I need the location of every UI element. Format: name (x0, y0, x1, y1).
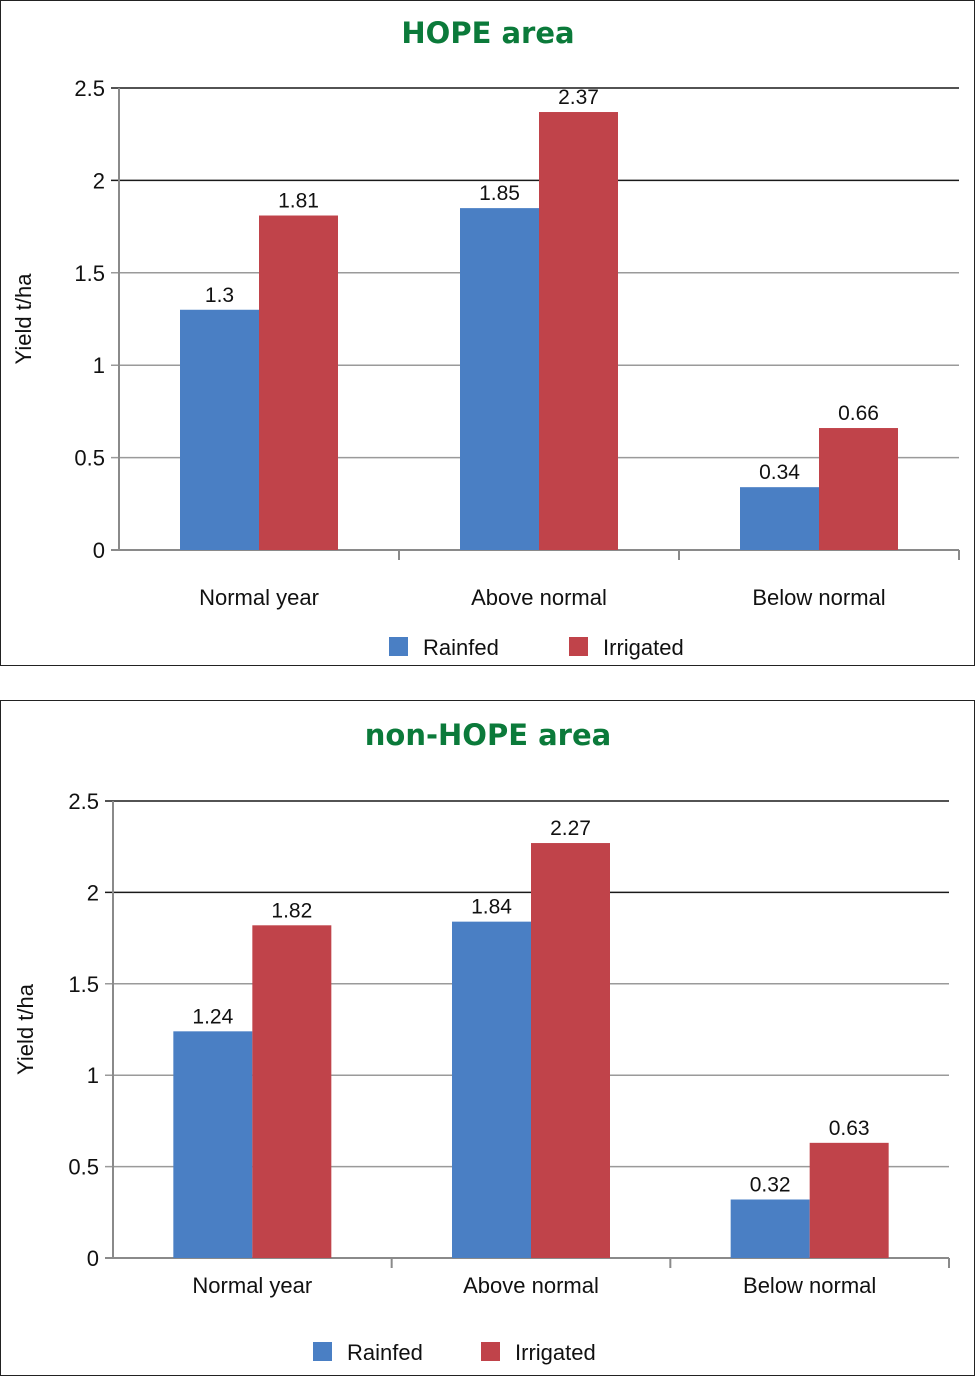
bar-rainfed-0 (180, 309, 259, 550)
legend-swatch-rainfed (313, 1342, 332, 1361)
y-tick-label: 1 (93, 353, 105, 378)
bar-rainfed-1 (452, 921, 531, 1258)
bar-irrigated-1 (539, 112, 618, 551)
bar-irrigated-0 (252, 925, 332, 1258)
chart-panel-non-hope: non-HOPE area Yield t/ha 0 0.5 1 1.5 2 2.5 1.24 1… (0, 700, 975, 1376)
chart-hope-area: HOPE area Yield t/ha 0 0.5 1 1.5 2 2.5 1.3 1.81 No… (11, 16, 960, 660)
x-category-label: Normal year (199, 585, 319, 610)
y-axis-label: Yield t/ha (11, 273, 36, 365)
data-label: 0.63 (829, 1117, 870, 1140)
legend-swatch-irrigated (569, 637, 588, 656)
x-category-label: Above normal (463, 1273, 599, 1298)
bar-irrigated-0 (259, 215, 338, 550)
y-tick-label: 2 (93, 168, 105, 193)
x-category-label: Normal year (192, 1273, 312, 1298)
legend-swatch-irrigated (481, 1342, 500, 1361)
data-label: 1.81 (278, 190, 319, 213)
data-label: 1.85 (479, 182, 520, 205)
x-category-label: Above normal (471, 585, 607, 610)
y-tick-label: 1 (87, 1063, 99, 1088)
bar-irrigated-1 (531, 843, 610, 1258)
y-tick-label: 0.5 (68, 1155, 99, 1180)
legend-label-rainfed: Rainfed (423, 635, 499, 660)
bar-rainfed-1 (460, 208, 539, 550)
bar-irrigated-2 (819, 428, 898, 550)
data-label: 2.37 (558, 86, 599, 109)
data-label: 1.84 (471, 896, 512, 919)
y-tick-label: 2 (87, 880, 99, 905)
y-axis-label: Yield t/ha (13, 983, 38, 1075)
chart-non-hope-area: non-HOPE area Yield t/ha 0 0.5 1 1.5 2 2.5 1.24 1… (13, 718, 950, 1365)
y-tick-label: 0 (93, 538, 105, 563)
bar-rainfed-2 (740, 487, 819, 550)
y-tick-label: 2.5 (74, 76, 105, 101)
data-label: 0.34 (759, 461, 800, 484)
y-tick-label: 0.5 (74, 446, 105, 471)
y-tick-label: 1.5 (68, 972, 99, 997)
data-label: 1.82 (271, 899, 312, 922)
chart-title: non-HOPE area (365, 718, 611, 752)
data-label: 1.3 (205, 284, 234, 307)
bar-rainfed-0 (173, 1031, 253, 1258)
bar-rainfed-2 (730, 1199, 810, 1258)
data-label: 1.24 (192, 1005, 233, 1028)
y-tick-label: 1.5 (74, 261, 105, 286)
y-tick-label: 2.5 (68, 789, 99, 814)
data-label: 2.27 (550, 817, 591, 840)
chart-panel-hope: HOPE area Yield t/ha 0 0.5 1 1.5 2 2.5 1.3 1.81 No… (0, 0, 975, 666)
y-tick-label: 0 (87, 1246, 99, 1271)
x-category-label: Below normal (752, 585, 885, 610)
data-label: 0.32 (750, 1174, 791, 1197)
bar-irrigated-2 (809, 1142, 889, 1258)
legend-label-rainfed: Rainfed (347, 1340, 423, 1365)
legend-label-irrigated: Irrigated (603, 635, 684, 660)
x-category-label: Below normal (743, 1273, 876, 1298)
legend-label-irrigated: Irrigated (515, 1340, 596, 1365)
data-label: 0.66 (838, 402, 879, 425)
legend-swatch-rainfed (389, 637, 408, 656)
chart-title: HOPE area (401, 16, 574, 50)
